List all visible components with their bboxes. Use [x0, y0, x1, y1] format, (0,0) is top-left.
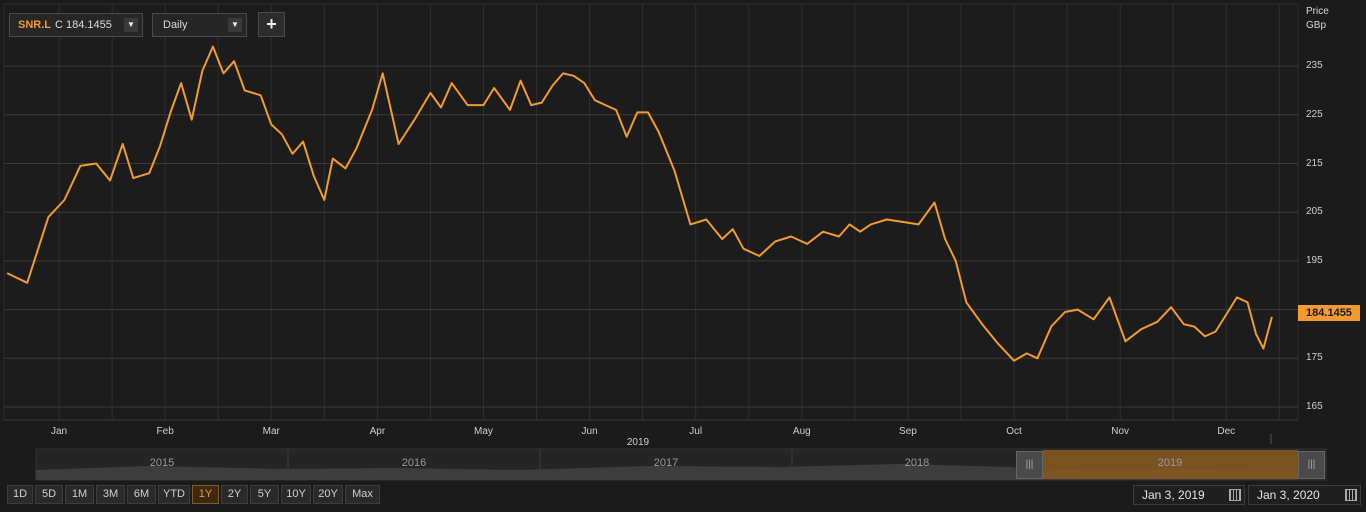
x-tick-sep: Sep — [899, 426, 917, 437]
x-tick-jan: Jan — [50, 426, 68, 437]
x-tick-nov: Nov — [1111, 426, 1130, 437]
range-button-5y[interactable]: 5Y — [250, 485, 279, 504]
horizontal-gridlines — [4, 65, 1298, 408]
x-tick-aug: Aug — [792, 426, 811, 437]
x-tick-jun: Jun — [581, 426, 598, 437]
x-tick-apr: Apr — [369, 426, 386, 437]
navigator-selection — [1043, 450, 1298, 479]
navigator-left-handle[interactable]: ||| — [1016, 451, 1043, 479]
range-button-1m[interactable]: 1M — [65, 485, 94, 504]
y-tick-165: 165 — [1306, 401, 1323, 412]
close-value: 184.1455 — [66, 19, 112, 31]
date-to-field[interactable]: Jan 3, 2020 — [1248, 485, 1361, 505]
current-price-tag: 184.1455 — [1298, 305, 1360, 321]
range-button-5d[interactable]: 5D — [35, 485, 63, 504]
y-tick-175: 175 — [1306, 352, 1323, 364]
range-button-3m[interactable]: 3M — [96, 485, 125, 504]
chevron-down-icon[interactable]: ▼ — [228, 18, 242, 32]
interval-select[interactable]: Daily ▼ — [152, 13, 247, 37]
y-axis-label-unit: GBp — [1306, 20, 1327, 31]
range-button-6m[interactable]: 6M — [127, 485, 156, 504]
navigator-year-2017: 2017 — [653, 457, 679, 469]
range-button-max[interactable]: Max — [345, 485, 380, 504]
navigator-year-2016: 2016 — [401, 457, 427, 469]
symbol-selector[interactable]: SNR.L C 184.1455 ▼ — [9, 13, 143, 37]
navigator-history-area — [36, 464, 1298, 480]
x-tick-feb: Feb — [156, 426, 174, 437]
interval-value: Daily — [163, 19, 188, 31]
calendar-icon[interactable] — [1229, 489, 1241, 501]
range-button-10y[interactable]: 10Y — [281, 485, 311, 504]
y-tick-225: 225 — [1306, 108, 1323, 120]
x-tick-oct: Oct — [1006, 426, 1022, 437]
navigator-year-2019: 2019 — [1157, 457, 1183, 469]
symbol-label: SNR.L — [18, 19, 51, 31]
navigator-right-handle[interactable]: ||| — [1298, 451, 1325, 479]
navigator-year-2018: 2018 — [904, 457, 930, 469]
range-button-2y[interactable]: 2Y — [221, 485, 248, 504]
range-button-1y[interactable]: 1Y — [192, 485, 219, 504]
range-button-ytd[interactable]: YTD — [158, 485, 190, 504]
close-prefix: C — [55, 19, 63, 31]
range-button-1d[interactable]: 1D — [7, 485, 33, 504]
y-axis-label-price: Price — [1306, 6, 1329, 17]
y-tick-195: 195 — [1306, 254, 1323, 266]
date-to-value: Jan 3, 2020 — [1257, 488, 1320, 502]
x-tick-jul: Jul — [689, 426, 703, 437]
x-axis-year-label: 2019 — [626, 437, 650, 448]
y-tick-235: 235 — [1306, 60, 1323, 72]
add-comparison-button[interactable]: + — [258, 12, 285, 37]
y-tick-205: 205 — [1306, 206, 1323, 218]
navigator-year-2015: 2015 — [149, 457, 175, 469]
date-from-value: Jan 3, 2019 — [1142, 488, 1205, 502]
x-tick-dec: Dec — [1217, 426, 1236, 437]
x-tick-mar: Mar — [262, 426, 280, 437]
date-from-field[interactable]: Jan 3, 2019 — [1133, 485, 1245, 505]
x-tick-may: May — [474, 426, 493, 437]
y-tick-215: 215 — [1306, 157, 1323, 169]
calendar-icon[interactable] — [1345, 489, 1357, 501]
chevron-down-icon[interactable]: ▼ — [124, 18, 138, 32]
range-button-20y[interactable]: 20Y — [313, 485, 343, 504]
price-line-series — [6, 45, 1273, 362]
